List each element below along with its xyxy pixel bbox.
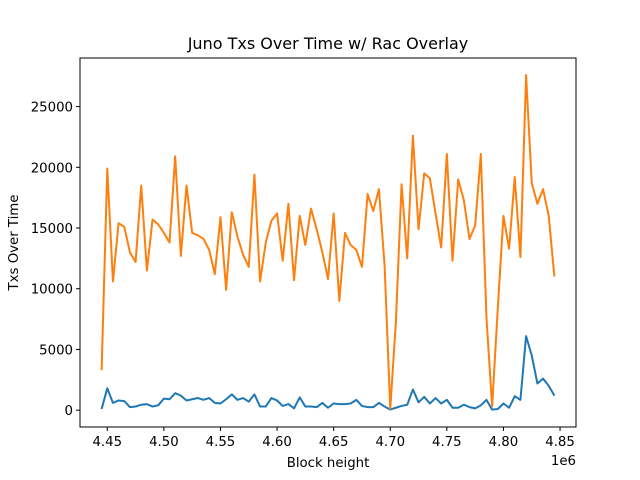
x-axis: 4.45 4.50 4.55 4.60 4.65 4.70 4.75 4.80 4.85 xyxy=(92,427,575,450)
y-tick-label: 25000 xyxy=(31,101,73,116)
y-axis: 0 5000 10000 15000 20000 25000 xyxy=(31,101,80,419)
x-tick-label: 4.80 xyxy=(489,435,519,450)
x-tick-label: 4.45 xyxy=(92,435,122,450)
x-tick-label: 4.60 xyxy=(262,435,292,450)
y-tick-label: 20000 xyxy=(31,161,73,176)
y-tick-label: 0 xyxy=(65,404,73,419)
x-tick-label: 4.70 xyxy=(375,435,405,450)
series-2-line xyxy=(100,74,556,410)
y-tick-label: 5000 xyxy=(39,343,73,358)
x-tick-label: 4.55 xyxy=(206,435,236,450)
x-tick-label: 4.50 xyxy=(149,435,179,450)
x-axis-offset-label: 1e6 xyxy=(551,454,576,469)
x-tick-label: 4.75 xyxy=(432,435,462,450)
y-axis-label: Txs Over Time xyxy=(7,195,22,292)
y-tick-label: 15000 xyxy=(31,222,73,237)
x-axis-label: Block height xyxy=(287,456,370,471)
chart-title: Juno Txs Over Time w/ Rac Overlay xyxy=(187,34,469,53)
x-tick-label: 4.65 xyxy=(319,435,349,450)
series-1-line xyxy=(100,335,556,411)
plot-frame xyxy=(79,57,577,428)
series-lines xyxy=(100,74,556,411)
x-tick-label: 4.85 xyxy=(545,435,575,450)
y-tick-label: 10000 xyxy=(31,283,73,298)
